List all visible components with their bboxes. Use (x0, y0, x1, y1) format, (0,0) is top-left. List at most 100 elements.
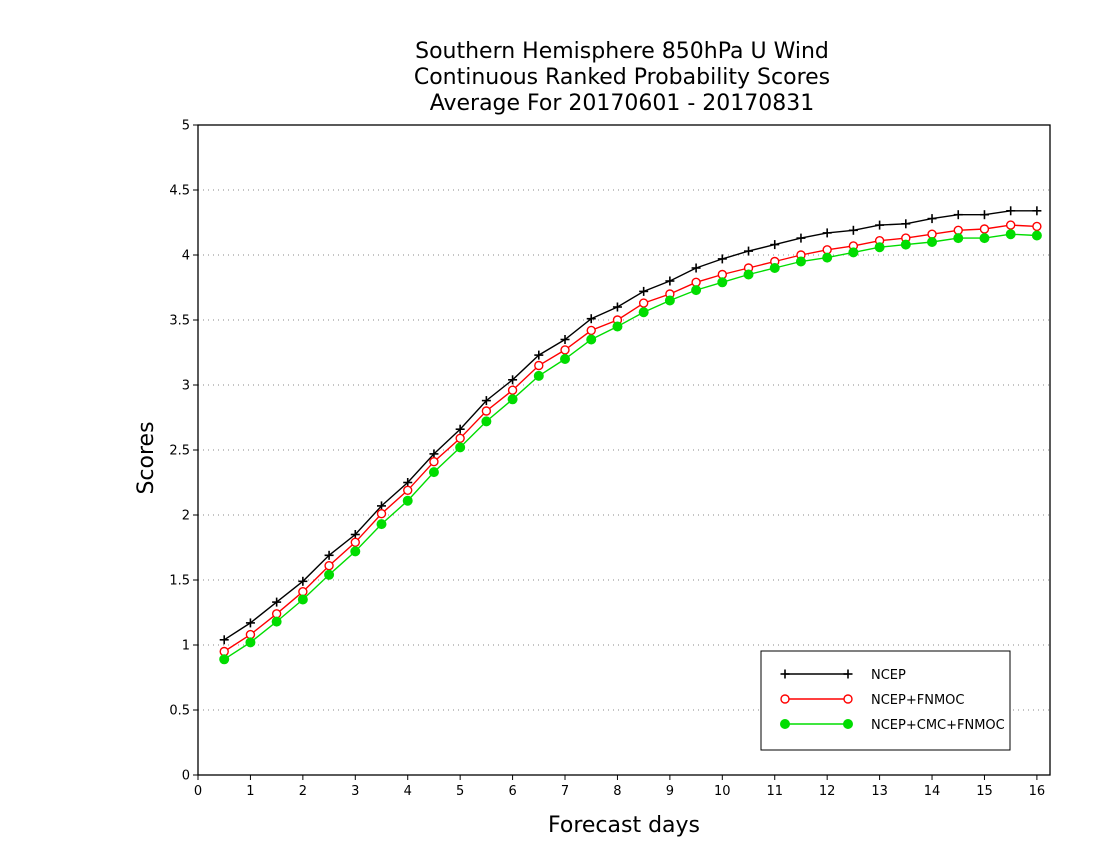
x-tick-label: 2 (299, 784, 307, 799)
x-tick-label: 1 (246, 784, 254, 799)
data-point-plus (822, 228, 832, 238)
data-point-plus (272, 597, 282, 607)
data-point-open-circle (691, 277, 701, 287)
legend-entry: NCEP (780, 668, 906, 683)
chart-title-line-2: Continuous Ranked Probability Scores (414, 65, 830, 90)
data-point-plus (953, 210, 963, 220)
y-tick-label: 1 (182, 639, 190, 654)
data-point-filled-circle (795, 256, 806, 267)
data-point-plus (1006, 206, 1016, 216)
y-axis-label: Scores (134, 421, 159, 494)
data-point-open-circle (560, 345, 570, 355)
legend-label: NCEP+CMC+FNMOC (871, 718, 1005, 733)
legend-label: NCEP (871, 668, 906, 683)
data-point-filled-circle (245, 637, 256, 648)
y-tick-label: 5 (182, 119, 190, 134)
data-point-filled-circle (1031, 230, 1042, 241)
data-point-open-circle (245, 629, 256, 640)
y-tick-label: 0 (182, 769, 190, 784)
data-point-plus (665, 276, 675, 286)
data-point-open-circle (534, 360, 544, 371)
data-point-filled-circle (612, 321, 623, 332)
data-point-filled-circle (324, 569, 335, 580)
chart-title-line-1: Southern Hemisphere 850hPa U Wind (415, 39, 829, 64)
data-point-open-circle (481, 406, 492, 416)
x-tick-label: 13 (871, 784, 888, 799)
data-point-plus (927, 214, 937, 224)
data-point-open-circle (350, 537, 360, 547)
data-point-plus (796, 233, 806, 243)
data-point-open-circle (429, 457, 439, 467)
legend-entry: NCEP+FNMOC (780, 693, 964, 708)
data-point-filled-circle (927, 237, 938, 247)
data-point-plus (377, 501, 387, 511)
x-tick-label: 5 (456, 784, 464, 799)
chart-title: Southern Hemisphere 850hPa U WindContinu… (414, 39, 830, 116)
x-tick-label: 11 (766, 784, 783, 799)
data-point-open-circle (1005, 220, 1016, 230)
data-point-plus (612, 302, 622, 312)
data-point-filled-circle (1005, 229, 1016, 240)
data-point-open-circle (979, 224, 990, 234)
x-tick-label: 16 (1029, 784, 1046, 799)
data-point-plus (534, 350, 544, 360)
data-point-filled-circle (822, 252, 833, 263)
data-point-open-circle (507, 385, 518, 395)
data-point-plus (770, 240, 780, 250)
x-tick-label: 10 (714, 784, 731, 799)
data-point-filled-circle (219, 654, 230, 665)
x-tick-label: 15 (976, 784, 993, 799)
data-point-plus (875, 220, 885, 230)
data-point-open-circle (1032, 221, 1042, 232)
legend-box (760, 650, 1011, 751)
series-line (223, 210, 1037, 641)
data-point-plus (691, 263, 701, 273)
y-tick-label: 3 (182, 379, 190, 394)
data-point-open-circle (376, 509, 387, 519)
data-point-open-circle (843, 694, 853, 704)
data-point-filled-circle (455, 442, 466, 453)
data-point-plus (843, 669, 853, 679)
legend-entry: NCEP+CMC+FNMOC (780, 718, 1005, 733)
data-point-open-circle (403, 485, 413, 495)
data-point-filled-circle (717, 277, 728, 288)
data-point-filled-circle (843, 719, 853, 729)
data-point-filled-circle (428, 467, 439, 478)
data-point-open-circle (455, 433, 465, 443)
series-line (223, 224, 1037, 653)
series-ncep (219, 206, 1042, 645)
x-tick-label: 4 (404, 784, 412, 799)
x-tick-label: 8 (613, 784, 621, 799)
data-point-filled-circle (769, 263, 780, 273)
y-tick-label: 4 (182, 249, 190, 264)
data-point-plus (639, 286, 649, 296)
data-point-filled-circle (481, 416, 492, 427)
x-tick-label: 9 (666, 784, 674, 799)
x-axis: 0 1 2 3 4 5 6 7 8 9 10 11 12 13 14 15 16 (194, 775, 1045, 799)
data-point-plus (298, 576, 308, 586)
legend: NCEP NCEP+FNMOC NCEP+CMC+FNMOC (760, 650, 1011, 751)
x-tick-label: 6 (508, 784, 516, 799)
data-point-filled-circle (271, 616, 282, 627)
data-point-plus (219, 635, 229, 645)
data-point-filled-circle (402, 495, 413, 506)
data-point-filled-circle (743, 269, 754, 280)
data-point-plus (744, 246, 754, 256)
data-point-filled-circle (297, 594, 308, 605)
data-point-filled-circle (507, 394, 518, 405)
data-point-plus (429, 449, 439, 459)
series-layer (219, 206, 1042, 665)
data-point-plus (717, 254, 727, 264)
data-point-plus (560, 335, 570, 344)
data-point-plus (848, 225, 858, 235)
data-point-plus (324, 550, 334, 560)
y-tick-label: 4.5 (169, 184, 190, 199)
data-point-plus (350, 530, 360, 539)
data-point-plus (979, 210, 989, 220)
data-point-plus (455, 424, 465, 434)
y-tick-label: 2.5 (169, 444, 190, 459)
data-point-filled-circle (953, 233, 964, 244)
series-line (223, 233, 1037, 660)
data-point-plus (481, 396, 491, 406)
